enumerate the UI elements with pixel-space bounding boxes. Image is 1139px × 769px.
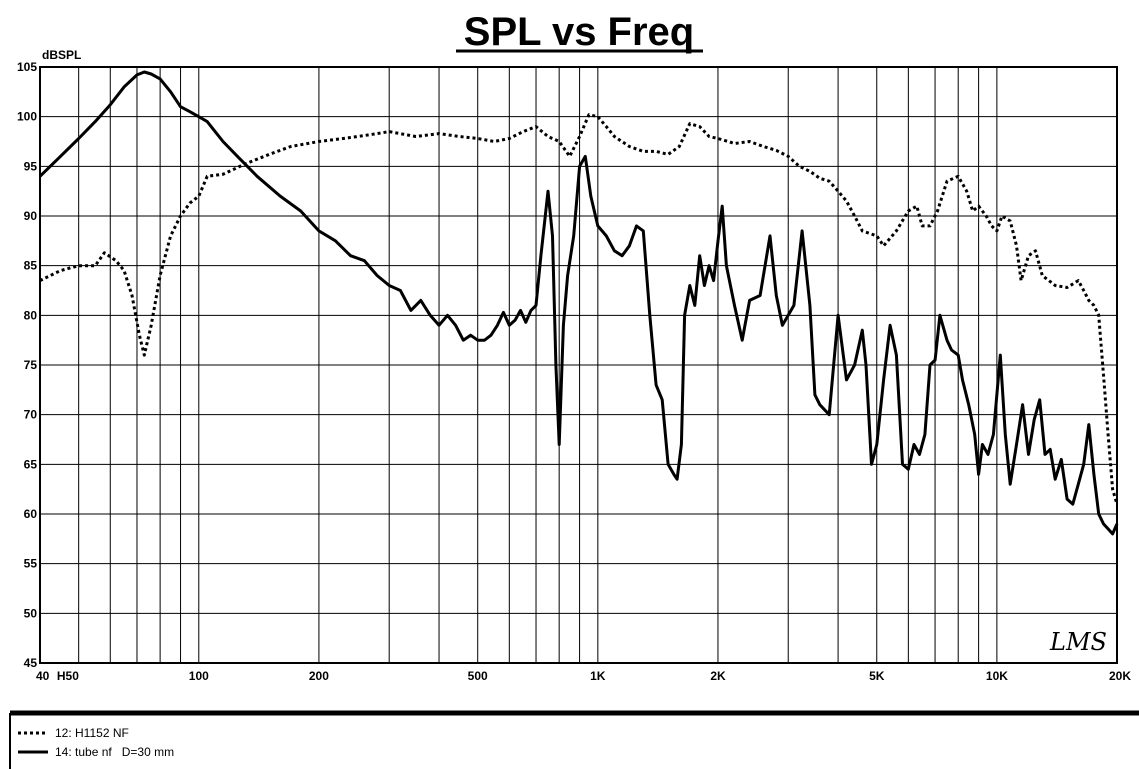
signature: LMS <box>1049 628 1107 656</box>
y-axis-label: dBSPL <box>42 48 81 62</box>
y-tick-label: 60 <box>24 507 38 521</box>
y-tick-label: 80 <box>24 308 38 322</box>
y-tick-label: 45 <box>24 656 38 670</box>
y-tick-label: 75 <box>24 358 38 372</box>
plot-frame <box>39 66 1118 664</box>
y-tick-label: 55 <box>24 557 38 571</box>
y-tick-label: 90 <box>24 209 38 223</box>
x-tick-label: 5K <box>869 669 885 683</box>
x-tick-label: 500 <box>468 669 488 683</box>
x-tick-label: 200 <box>309 669 329 683</box>
x-tick-label: 20K <box>1109 669 1131 683</box>
x-tick-label: 10K <box>986 669 1008 683</box>
y-tick-label: 100 <box>17 110 37 124</box>
x-tick-label: H50 <box>57 669 79 683</box>
series-group <box>38 70 1119 536</box>
y-tick-label: 50 <box>24 606 38 620</box>
y-tick-label: 70 <box>24 408 38 422</box>
legend-label-1: 12: H1152 NF <box>55 726 129 740</box>
series-line-1 <box>39 113 1119 505</box>
x-tick-label: 100 <box>189 669 209 683</box>
x-tick-label: 1K <box>590 669 606 683</box>
x-tick-label: 40 <box>36 669 50 683</box>
chart-title: SPL vs Freq <box>464 10 694 54</box>
y-tick-label: 85 <box>24 259 38 273</box>
y-tick-label: 65 <box>24 457 38 471</box>
legend-label-2: 14: tube nf D=30 mm <box>55 745 174 759</box>
x-tick-label: 2K <box>710 669 726 683</box>
legend: 12: H1152 NF 14: tube nf D=30 mm <box>18 726 174 759</box>
series-line-2 <box>38 70 1119 536</box>
y-tick-label: 105 <box>17 60 37 74</box>
grid <box>40 67 1117 663</box>
y-tick-label: 95 <box>24 159 38 173</box>
